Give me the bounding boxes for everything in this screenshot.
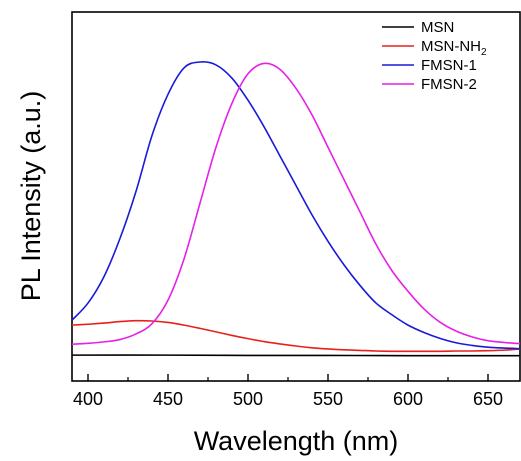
legend-label: MSN-NH2 [421, 38, 487, 58]
plot-frame [71, 11, 521, 382]
x-tick-label: 400 [73, 389, 103, 409]
series-line-msn-nh2 [71, 319, 521, 353]
x-tick-label: 500 [233, 389, 263, 409]
x-axis-ticks: 400 450 500 550 600 650 [73, 374, 503, 409]
legend-label: FMSN-1 [421, 57, 477, 74]
series-line-msn [71, 354, 521, 357]
legend-label: FMSN-2 [421, 76, 477, 93]
x-tick-label: 650 [473, 389, 503, 409]
series-layer [71, 61, 521, 357]
x-tick-label: 550 [313, 389, 343, 409]
legend-label: MSN [421, 19, 454, 36]
x-tick-label: 450 [153, 389, 183, 409]
series-line-fmsn-2 [71, 62, 521, 346]
y-axis-title: PL Intensity (a.u.) [16, 91, 46, 302]
series-line-fmsn-1 [71, 61, 521, 350]
x-tick-label: 600 [393, 389, 423, 409]
legend-subscript: 2 [481, 47, 487, 58]
x-axis-title: Wavelength (nm) [194, 426, 399, 456]
